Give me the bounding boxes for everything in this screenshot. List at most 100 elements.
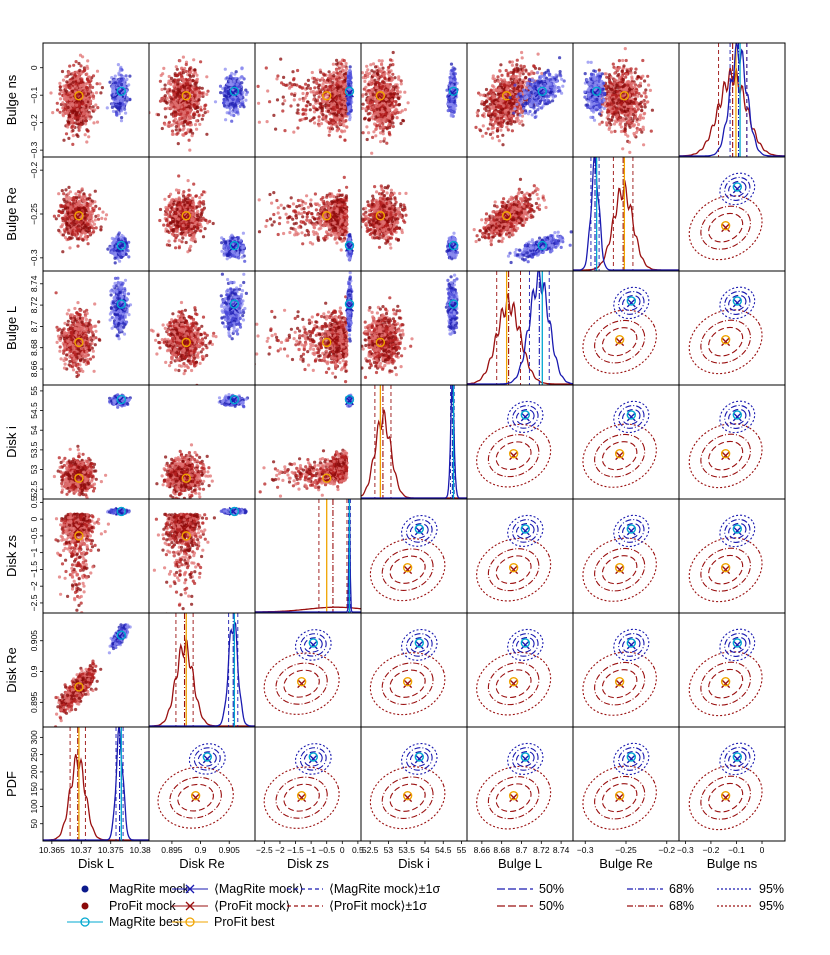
magrite-sample-point [128,98,132,102]
profit-sample-point [393,112,397,116]
profit-sample-point [391,85,395,89]
profit-sample-point [189,129,193,133]
profit-sample-point [335,71,339,75]
profit-sample-point [375,107,379,111]
profit-sample-point [67,115,72,119]
profit-sample-point [94,103,98,107]
profit-sample-point [257,101,261,105]
profit-sample-point [370,100,375,104]
profit-sample-point [369,82,373,86]
profit-sample-point [177,90,181,94]
magrite-sample-point [119,73,123,77]
profit-sample-point [189,123,193,127]
magrite-sample-point [232,113,236,118]
profit-sample-point [192,112,196,116]
profit-sample-point [172,93,176,97]
profit-sample-point [366,112,370,116]
profit-sample-point [327,70,331,74]
profit-sample-point [363,117,367,121]
profit-sample-point [365,105,370,109]
profit-sample-point [493,79,497,83]
magrite-sample-point [234,70,238,74]
profit-sample-point [77,61,81,66]
profit-sample-point [374,127,378,131]
profit-sample-point [377,82,381,86]
profit-sample-point [305,86,309,90]
magrite-sample-point [123,85,127,89]
profit-sample-point [361,71,364,75]
profit-sample-point [94,91,99,95]
profit-sample-point [80,108,84,112]
profit-sample-point [182,79,186,83]
profit-best-circle [322,91,332,101]
profit-sample-point [377,67,382,71]
magrite-sample-point [453,107,457,111]
magrite-sample-point [346,79,351,83]
profit-sample-point [382,139,386,143]
profit-sample-point [340,65,344,69]
profit-sample-point [318,78,322,82]
profit-sample-point [51,111,55,115]
profit-sample-point [335,117,339,121]
profit-sample-point [387,122,391,126]
profit-sample-point [193,90,197,94]
profit-sample-point [185,122,189,126]
profit-sample-point [66,125,70,129]
profit-sample-point [296,108,300,112]
magrite-sample-point [239,95,243,99]
magrite-sample-point [225,100,229,104]
profit-sample-point [161,72,165,76]
profit-sample-point [532,71,536,75]
profit-sample-point [71,142,75,146]
profit-sample-point [379,140,383,144]
panel-0-1 [149,55,249,152]
profit-sample-point [343,129,347,133]
profit-sample-point [391,50,395,55]
magrite-sample-point [113,81,117,85]
profit-sample-point [328,129,332,134]
profit-sample-point [206,89,210,93]
profit-sample-point [319,122,324,126]
profit-sample-point [67,120,71,124]
profit-sample-point [296,103,300,107]
profit-sample-point [283,129,287,133]
profit-sample-point [176,82,180,86]
magrite-sample-point [244,92,248,97]
profit-sample-point [86,59,90,63]
profit-sample-point [165,101,169,105]
profit-sample-point [340,103,344,107]
profit-sample-point [366,68,370,72]
profit-sample-point [380,109,384,113]
profit-sample-point [315,108,319,112]
magrite-sample-point [213,100,218,104]
profit-sample-point [399,82,403,86]
profit-sample-point [368,91,372,95]
profit-sample-point [199,108,203,112]
profit-sample-point [74,112,79,116]
profit-sample-point [188,67,192,71]
profit-sample-point [91,85,95,89]
profit-sample-point [379,75,383,79]
profit-sample-point [335,113,339,117]
profit-sample-point [318,102,322,106]
profit-sample-point [189,109,193,113]
magrite-sample-point [448,75,452,80]
profit-sample-point [372,70,376,74]
profit-sample-point [77,72,81,76]
profit-sample-point [515,63,519,67]
profit-sample-point [192,105,196,109]
profit-sample-point [178,128,182,132]
profit-sample-point [302,99,306,103]
profit-sample-point [71,128,75,133]
profit-sample-point [58,97,63,101]
profit-sample-point [371,105,375,109]
profit-sample-point [333,108,337,112]
profit-sample-point [276,74,280,78]
profit-sample-point [182,124,186,128]
profit-sample-point [266,89,270,93]
magrite-sample-point [237,85,241,89]
profit-sample-point [381,125,385,129]
profit-sample-point [392,104,396,108]
profit-sample-point [364,85,368,89]
profit-sample-point [200,117,204,121]
